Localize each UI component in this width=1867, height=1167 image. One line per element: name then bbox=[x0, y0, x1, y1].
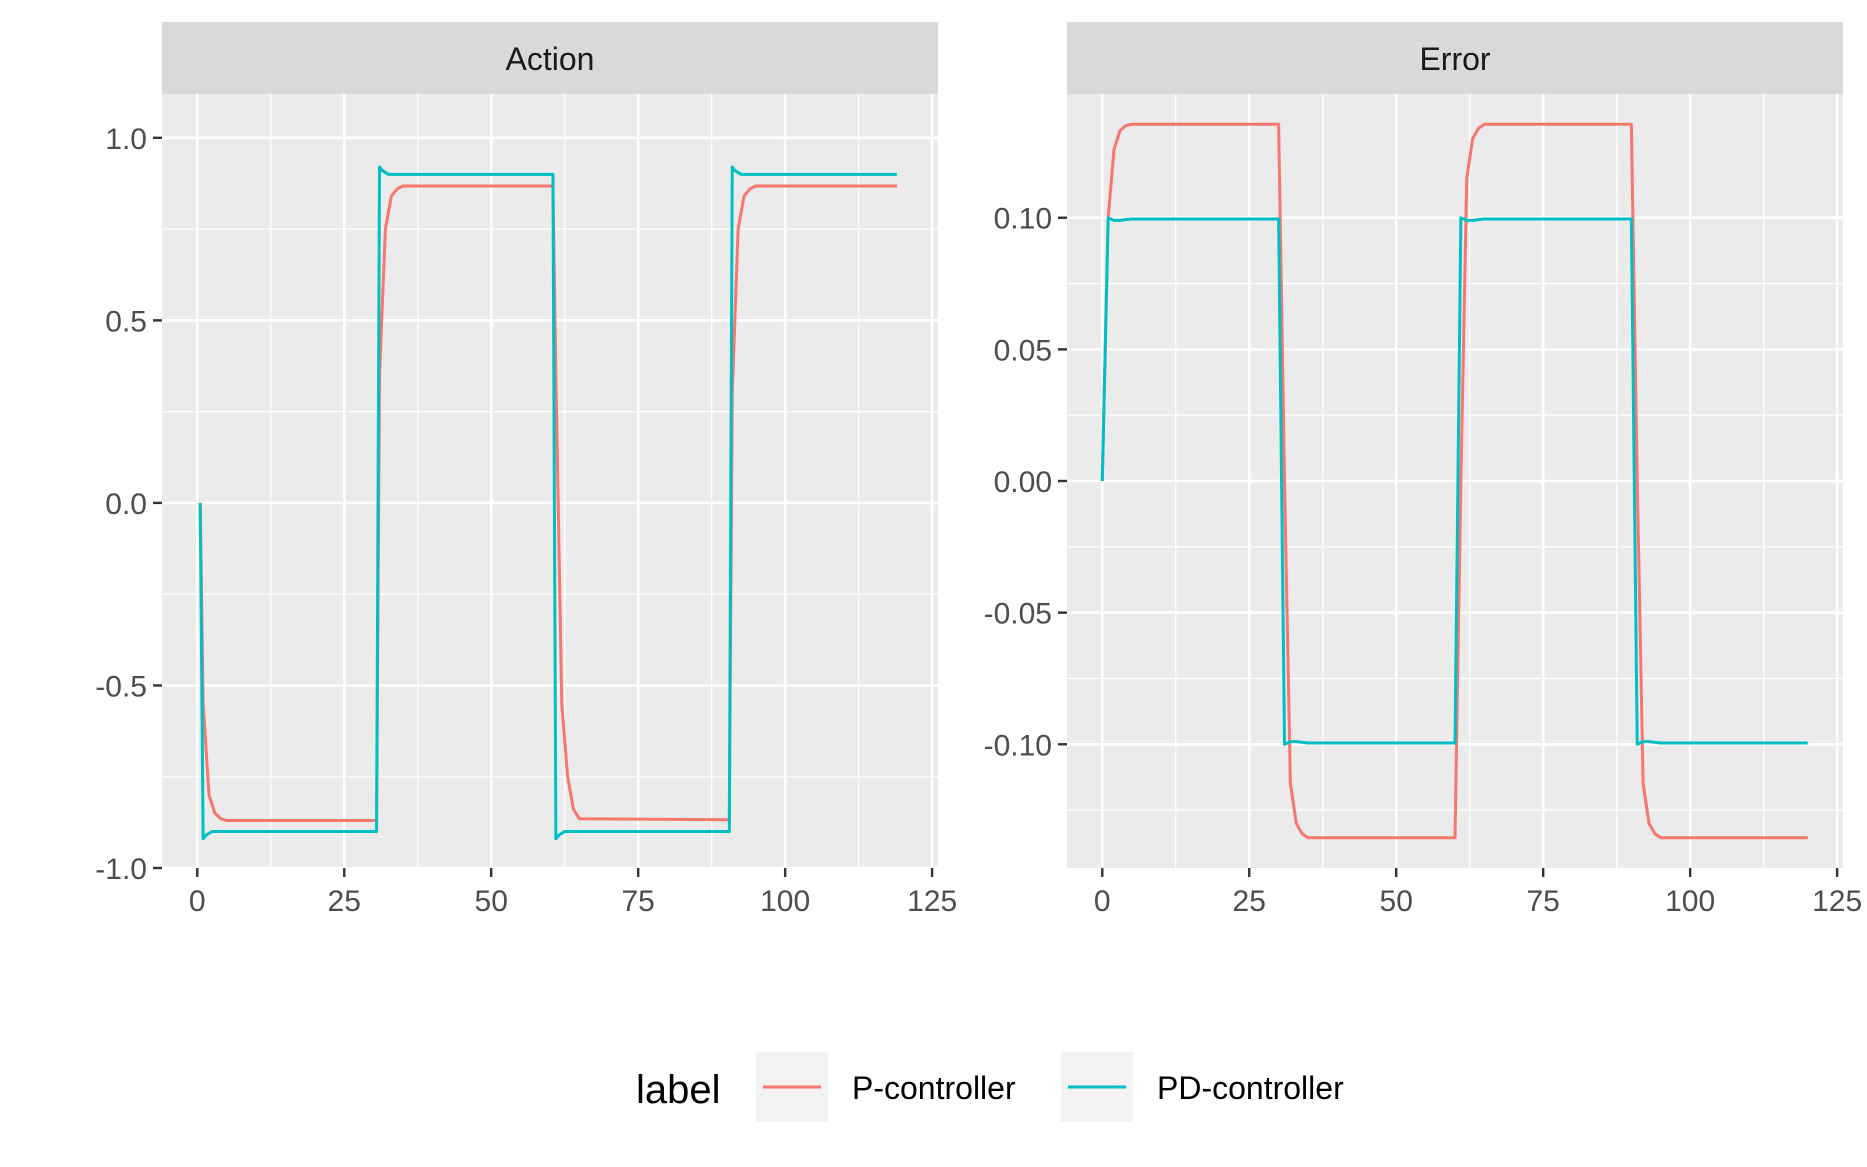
strip-action bbox=[162, 22, 938, 94]
x-tick-label: 0 bbox=[1094, 885, 1111, 918]
x-tick-label: 100 bbox=[1665, 885, 1715, 918]
x-tick-label: 50 bbox=[475, 885, 508, 918]
panel-action: Action -1.0 -0.5 0.0 0.5 1.0 0 25 50 75 … bbox=[95, 22, 957, 918]
y-tick-label: -1.0 bbox=[95, 853, 147, 886]
x-tick-label: 75 bbox=[1526, 885, 1559, 918]
y-tick-label: 1.0 bbox=[105, 123, 147, 156]
y-tick-label: -0.5 bbox=[95, 670, 147, 703]
panel-error: Error -0.10 -0.05 0.00 0.05 0.10 0 25 50… bbox=[984, 22, 1863, 918]
x-axis-ticks-error: 0 25 50 75 100 125 bbox=[1094, 885, 1862, 918]
x-tick-label: 75 bbox=[621, 885, 654, 918]
series-line-p-controller bbox=[1100, 122, 1808, 840]
legend: label P-controller PD-controller bbox=[636, 1052, 1344, 1122]
gridlines-action bbox=[162, 94, 938, 870]
strip-title-error: Error bbox=[1419, 41, 1490, 77]
strip-error bbox=[1067, 22, 1843, 94]
plot-area-action bbox=[162, 94, 938, 868]
y-tick-label: 0.00 bbox=[994, 466, 1052, 499]
x-axis-ticks-action: 0 25 50 75 100 125 bbox=[189, 885, 957, 918]
y-axis-ticks-error: -0.10 -0.05 0.00 0.05 0.10 bbox=[984, 203, 1052, 763]
y-tick-label: -0.10 bbox=[984, 729, 1052, 762]
y-tick-label: 0.5 bbox=[105, 305, 147, 338]
x-tick-label: 100 bbox=[760, 885, 810, 918]
series-lines-action bbox=[198, 165, 897, 841]
axes-error: -0.10 -0.05 0.00 0.05 0.10 0 25 50 75 10… bbox=[984, 203, 1863, 918]
strip-title-action: Action bbox=[506, 41, 595, 77]
y-tick-label: 0.10 bbox=[994, 203, 1052, 236]
x-tick-label: 25 bbox=[1233, 885, 1266, 918]
y-tick-label: 0.0 bbox=[105, 488, 147, 521]
series-lines-error bbox=[1100, 122, 1808, 840]
legend-title: label bbox=[636, 1068, 721, 1112]
y-axis-ticks-action: -1.0 -0.5 0.0 0.5 1.0 bbox=[95, 123, 147, 886]
legend-label-p-controller: P-controller bbox=[852, 1070, 1016, 1106]
series-line-pd-controller bbox=[1100, 216, 1808, 746]
legend-label-pd-controller: PD-controller bbox=[1157, 1070, 1344, 1106]
y-tick-label: -0.05 bbox=[984, 598, 1052, 631]
x-tick-label: 125 bbox=[1812, 885, 1862, 918]
x-tick-label: 125 bbox=[907, 885, 957, 918]
x-tick-label: 25 bbox=[328, 885, 361, 918]
x-tick-label: 50 bbox=[1380, 885, 1413, 918]
x-tick-label: 0 bbox=[189, 885, 206, 918]
series-line-pd-controller bbox=[198, 165, 897, 841]
axes-action: -1.0 -0.5 0.0 0.5 1.0 0 25 50 75 100 125 bbox=[95, 123, 957, 918]
y-tick-label: 0.05 bbox=[994, 334, 1052, 367]
